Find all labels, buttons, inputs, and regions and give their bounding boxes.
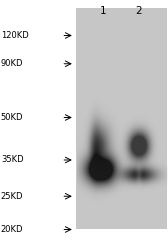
Text: 35KD: 35KD xyxy=(1,156,24,164)
Text: 120KD: 120KD xyxy=(1,31,29,40)
Text: 50KD: 50KD xyxy=(1,113,23,122)
Text: 2: 2 xyxy=(135,6,142,16)
Text: 25KD: 25KD xyxy=(1,192,23,201)
Text: 90KD: 90KD xyxy=(1,59,23,68)
Text: 20KD: 20KD xyxy=(1,225,23,234)
Text: 1: 1 xyxy=(100,6,107,16)
